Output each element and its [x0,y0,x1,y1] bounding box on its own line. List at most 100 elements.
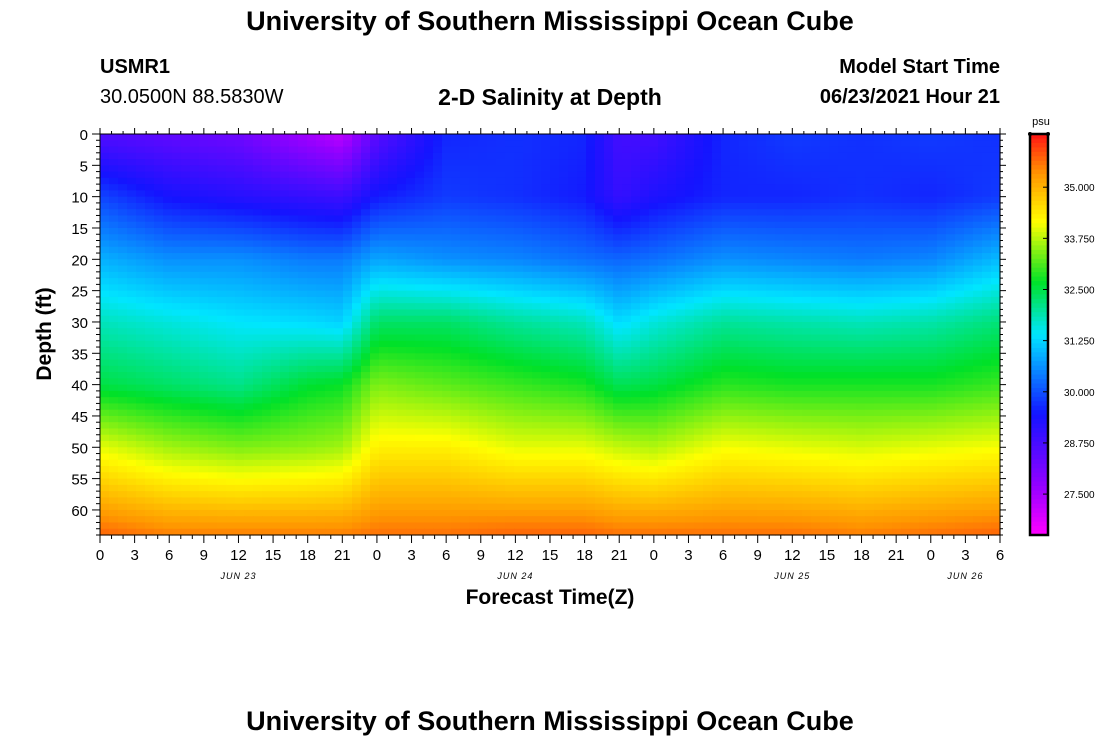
heatmap-cell [352,152,362,160]
heatmap-cell [586,134,596,141]
heatmap-cell [253,340,263,348]
heatmap-cell [658,259,668,267]
heatmap-cell [271,240,281,248]
heatmap-cell [334,184,344,191]
heatmap-cell [712,202,722,210]
heatmap-cell [199,209,209,217]
heatmap-cell [163,409,173,417]
heatmap-cell [343,134,353,141]
heatmap-cell [721,196,731,204]
heatmap-cell [946,165,956,173]
heatmap-cell [847,215,857,223]
heatmap-cell [568,215,578,223]
heatmap-cell [937,209,947,217]
heatmap-cell [640,434,650,442]
heatmap-cell [604,221,614,229]
heatmap-cell [865,365,875,373]
heatmap-cell [667,284,677,292]
heatmap-cell [973,397,983,405]
heatmap-cell [397,134,407,141]
heatmap-cell [217,390,227,398]
heatmap-cell [892,259,902,267]
heatmap-cell [208,353,218,361]
heatmap-cell [163,278,173,285]
heatmap-cell [289,384,299,392]
heatmap-cell [532,328,542,336]
heatmap-cell [784,340,794,348]
heatmap-cell [136,359,146,367]
heatmap-cell [829,359,839,367]
heatmap-cell [109,202,119,210]
heatmap-cell [460,265,470,273]
heatmap-cell [631,221,641,229]
heatmap-cell [397,290,407,298]
heatmap-cell [451,403,461,411]
heatmap-cell [487,296,497,304]
heatmap-cell [847,134,857,141]
heatmap-cell [694,240,704,248]
heatmap-cell [505,315,515,323]
heatmap-cell [766,353,776,361]
heatmap-cell [460,409,470,417]
heatmap-cell [811,209,821,217]
heatmap-cell [892,372,902,379]
heatmap-cell [595,140,605,148]
heatmap-cell [127,190,137,198]
heatmap-cell [973,328,983,336]
heatmap-cell [622,184,632,191]
heatmap-cell [892,152,902,160]
heatmap-cell [964,209,974,217]
heatmap-cell [424,328,434,336]
heatmap-cell [136,309,146,317]
heatmap-cell [928,390,938,398]
heatmap-cell [622,415,632,423]
heatmap-cell [658,296,668,304]
heatmap-cell [775,215,785,223]
heatmap-cell [208,271,218,279]
heatmap-cell [577,334,587,342]
heatmap-cell [595,390,605,398]
heatmap-cell [127,271,137,279]
heatmap-cell [199,422,209,430]
heatmap-cell [433,372,443,379]
heatmap-cell [784,177,794,185]
heatmap-cell [352,334,362,342]
heatmap-cell [442,278,452,285]
heatmap-cell [694,177,704,185]
heatmap-cell [568,284,578,292]
heatmap-cell [946,240,956,248]
heatmap-cell [199,340,209,348]
heatmap-cell [190,146,200,154]
heatmap-cell [802,309,812,317]
heatmap-cell [973,259,983,267]
heatmap-cell [802,190,812,198]
heatmap-cell [163,253,173,260]
heatmap-cell [541,409,551,417]
heatmap-cell [991,152,1001,160]
heatmap-cell [172,303,182,311]
heatmap-cell [649,134,659,141]
heatmap-cell [316,372,326,379]
heatmap-cell [532,253,542,260]
heatmap-cell [865,246,875,254]
heatmap-cell [820,290,830,298]
heatmap-cell [415,390,425,398]
heatmap-cell [685,140,695,148]
heatmap-cell [199,134,209,141]
heatmap-cell [136,284,146,292]
heatmap-cell [811,146,821,154]
heatmap-cell [712,152,722,160]
heatmap-cell [640,221,650,229]
heatmap-cell [154,146,164,154]
heatmap-cell [550,271,560,279]
heatmap-cell [901,378,911,386]
heatmap-cell [775,227,785,235]
heatmap-cell [667,340,677,348]
heatmap-cell [505,434,515,442]
heatmap-cell [343,303,353,311]
heatmap-cell [397,415,407,423]
heatmap-cell [811,159,821,166]
heatmap-cell [145,397,155,405]
heatmap-cell [973,159,983,166]
heatmap-cell [838,309,848,317]
